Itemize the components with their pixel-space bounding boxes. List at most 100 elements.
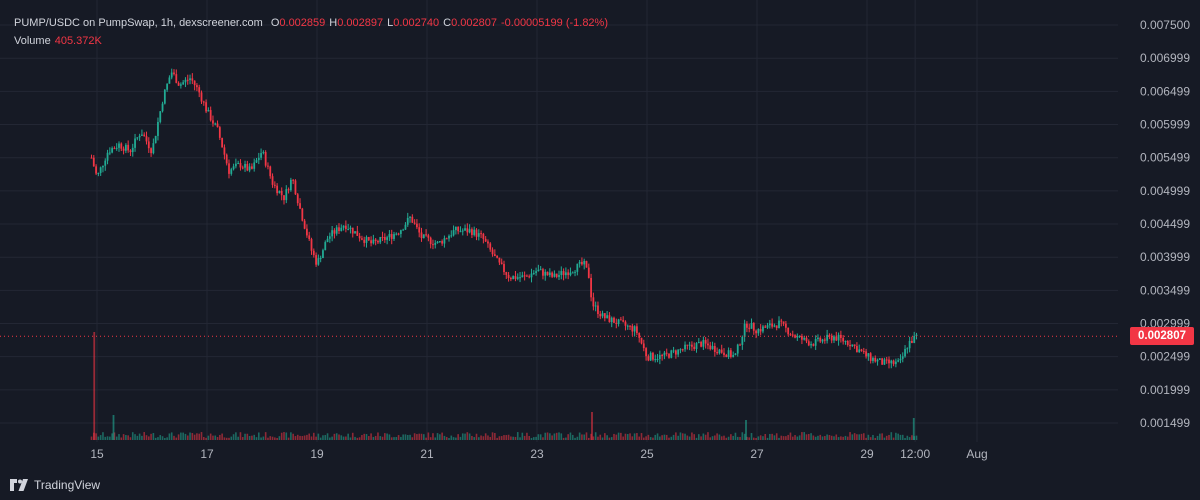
volume-bar: [824, 436, 826, 440]
candle-body: [328, 236, 331, 239]
volume-row: Volume 405.372K: [14, 32, 608, 50]
candle-body: [95, 166, 97, 174]
candle-body: [232, 166, 235, 170]
time-axis[interactable]: 15 17 19 21 23 25 27 29 12:00 Aug: [90, 447, 987, 461]
volume-bar: [358, 437, 361, 440]
volume-bar: [154, 437, 157, 440]
price-tick-label: 0.007500: [1140, 18, 1190, 32]
volume-bar: [315, 436, 317, 440]
candle-body: [482, 233, 485, 239]
volume-bar: [594, 432, 597, 440]
volume-bar: [752, 437, 755, 440]
candle-body: [633, 326, 636, 332]
tradingview-brand[interactable]: TradingView: [10, 478, 100, 492]
volume-bar: [796, 436, 799, 440]
volume-bar: [356, 437, 359, 440]
candle-body: [349, 227, 352, 229]
candle-body: [727, 350, 730, 358]
volume-bar: [526, 432, 528, 440]
candle-body: [679, 349, 682, 351]
volume-bar: [420, 433, 423, 440]
low-value: 0.002740: [393, 17, 440, 29]
price-tick-label: 0.003999: [1140, 250, 1190, 264]
volume-bar: [615, 434, 618, 440]
volume-bar: [801, 432, 803, 440]
candle-body: [166, 83, 169, 90]
price-tick-label: 0.001999: [1140, 383, 1190, 397]
volume-bar: [152, 433, 155, 440]
candle-body: [127, 144, 130, 151]
candle-body: [358, 235, 361, 239]
candle-body: [594, 305, 597, 307]
volume-bar: [576, 436, 579, 440]
price-tick-label: 0.004999: [1140, 184, 1190, 198]
candle-body: [315, 255, 317, 265]
volume-bar: [553, 433, 556, 440]
candle-body: [159, 111, 162, 122]
candle-body: [234, 163, 237, 167]
volume-bar: [883, 437, 886, 440]
volume-bar: [897, 433, 899, 440]
volume-bar: [716, 433, 718, 440]
volume-bar: [769, 433, 771, 440]
candle-body: [445, 238, 448, 240]
volume-bar: [111, 433, 113, 440]
volume-bar: [292, 433, 294, 440]
volume-bar: [604, 433, 606, 440]
candle-body: [798, 335, 801, 337]
volume-bar: [312, 432, 315, 440]
candle-body: [269, 166, 272, 177]
volume-bar: [840, 436, 842, 440]
candle-body: [826, 334, 829, 341]
candle-body: [649, 352, 652, 361]
volume-bar: [253, 434, 256, 440]
candle-body: [603, 313, 606, 319]
volume-bar: [867, 434, 870, 440]
candle-body: [516, 277, 519, 279]
price-tick-label: 0.005999: [1140, 118, 1190, 132]
candle-body: [310, 239, 313, 251]
candle-body: [739, 344, 741, 346]
candle-body: [333, 230, 336, 234]
price-axis[interactable]: 0.007500 0.006999 0.006499 0.005999 0.005499…: [1140, 18, 1190, 430]
candle-body: [521, 275, 524, 278]
candle-body: [361, 238, 363, 240]
candle-body: [693, 346, 696, 350]
candle-body: [915, 334, 918, 336]
volume-bar: [610, 437, 613, 440]
volume-bar: [427, 432, 430, 440]
candle-body: [700, 341, 702, 347]
candle-body: [113, 148, 116, 150]
candle-body: [202, 101, 205, 103]
volume-bar: [436, 433, 439, 440]
volume-bar: [798, 435, 801, 440]
candle-body: [331, 230, 334, 237]
volume-bar: [432, 433, 434, 440]
candle-body: [223, 147, 226, 155]
candle-body: [874, 357, 877, 362]
candle-body: [523, 275, 526, 277]
volume-bar: [246, 433, 249, 440]
candle-body: [743, 323, 746, 337]
volume-bar: [858, 434, 861, 440]
volume-bar: [120, 437, 123, 440]
volume-bar: [214, 435, 217, 440]
candle-body: [695, 343, 698, 350]
volume-bar: [347, 433, 349, 440]
volume-bar: [679, 432, 682, 440]
volume-bar: [904, 437, 906, 440]
candle-body: [597, 305, 599, 314]
open-value: 0.002859: [279, 17, 326, 29]
volume-bar: [260, 437, 262, 440]
candle-body: [477, 233, 480, 237]
volume-bar: [720, 436, 723, 440]
candle-body: [812, 344, 815, 346]
volume-bar: [775, 433, 778, 440]
candle-body: [450, 235, 453, 237]
volume-bar: [652, 437, 654, 440]
volume-bar: [170, 432, 173, 440]
candle-body: [395, 233, 398, 235]
volume-bar: [537, 434, 540, 440]
